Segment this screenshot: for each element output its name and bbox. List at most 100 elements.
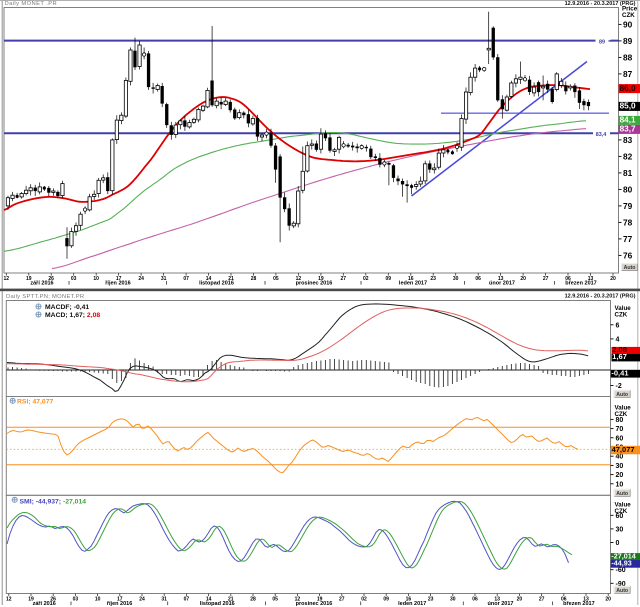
svg-text:17: 17 bbox=[117, 596, 123, 602]
svg-text:30: 30 bbox=[616, 463, 624, 470]
svg-text:05: 05 bbox=[273, 276, 279, 282]
svg-text:28: 28 bbox=[250, 596, 256, 602]
svg-text:24: 24 bbox=[139, 596, 145, 602]
svg-text:RSI; 47,077: RSI; 47,077 bbox=[17, 398, 53, 405]
svg-text:únor 2017: únor 2017 bbox=[488, 601, 514, 607]
svg-text:Price: Price bbox=[622, 6, 638, 13]
svg-text:Value: Value bbox=[615, 405, 632, 412]
svg-text:70: 70 bbox=[616, 426, 624, 433]
svg-text:12: 12 bbox=[296, 276, 302, 282]
svg-text:27: 27 bbox=[539, 596, 545, 602]
svg-text:83,4: 83,4 bbox=[596, 132, 607, 138]
svg-text:SMI; -44,937; -27,014: SMI; -44,937; -27,014 bbox=[20, 499, 87, 506]
svg-text:Daily SPTT.PN; MONET.PR: Daily SPTT.PN; MONET.PR bbox=[6, 294, 84, 300]
svg-text:06: 06 bbox=[472, 596, 478, 602]
svg-text:říjen 2016: říjen 2016 bbox=[105, 281, 130, 287]
svg-text:-90: -90 bbox=[616, 581, 626, 588]
svg-text:13: 13 bbox=[494, 596, 500, 602]
svg-text:17: 17 bbox=[116, 276, 122, 282]
svg-text:31: 31 bbox=[161, 596, 167, 602]
svg-text:85,0: 85,0 bbox=[620, 102, 636, 111]
svg-text:19: 19 bbox=[318, 276, 324, 282]
svg-text:Value: Value bbox=[615, 502, 632, 509]
svg-text:14: 14 bbox=[206, 596, 212, 602]
svg-text:Auto: Auto bbox=[616, 392, 628, 398]
svg-text:30: 30 bbox=[453, 276, 459, 282]
svg-text:16: 16 bbox=[406, 596, 412, 602]
svg-text:77: 77 bbox=[623, 234, 633, 244]
svg-text:06: 06 bbox=[565, 276, 571, 282]
svg-text:89: 89 bbox=[623, 36, 633, 46]
svg-text:10: 10 bbox=[95, 596, 101, 602]
svg-text:-2: -2 bbox=[616, 383, 622, 390]
svg-text:80: 80 bbox=[616, 417, 624, 424]
svg-text:80: 80 bbox=[623, 184, 633, 194]
svg-text:12: 12 bbox=[6, 596, 12, 602]
svg-text:CZK: CZK bbox=[615, 411, 628, 418]
svg-text:87: 87 bbox=[623, 69, 633, 79]
svg-text:CZK: CZK bbox=[622, 12, 635, 19]
svg-text:19: 19 bbox=[26, 276, 32, 282]
svg-text:09: 09 bbox=[386, 276, 392, 282]
svg-text:10: 10 bbox=[616, 481, 624, 488]
svg-text:28: 28 bbox=[251, 276, 257, 282]
svg-text:60: 60 bbox=[616, 513, 624, 520]
svg-text:2,08: 2,08 bbox=[612, 345, 627, 354]
svg-text:21: 21 bbox=[228, 276, 234, 282]
svg-text:23: 23 bbox=[430, 276, 436, 282]
svg-text:MACDF; -0,41: MACDF; -0,41 bbox=[45, 304, 89, 311]
svg-text:CZK: CZK bbox=[615, 311, 628, 318]
svg-text:19: 19 bbox=[28, 596, 34, 602]
svg-text:6: 6 bbox=[616, 322, 620, 329]
svg-text:06: 06 bbox=[561, 596, 567, 602]
svg-text:83: 83 bbox=[623, 135, 633, 145]
svg-text:0: 0 bbox=[616, 540, 620, 547]
svg-text:12: 12 bbox=[295, 596, 301, 602]
svg-text:září 2016: září 2016 bbox=[30, 281, 53, 287]
svg-text:-44,93: -44,93 bbox=[611, 559, 631, 568]
svg-text:24: 24 bbox=[138, 276, 144, 282]
svg-text:-60: -60 bbox=[616, 567, 626, 574]
svg-text:89: 89 bbox=[599, 39, 605, 45]
svg-text:05: 05 bbox=[272, 596, 278, 602]
svg-text:03: 03 bbox=[71, 276, 77, 282]
svg-text:02: 02 bbox=[363, 276, 369, 282]
svg-text:listopad 2016: listopad 2016 bbox=[200, 601, 235, 607]
svg-text:26: 26 bbox=[50, 596, 56, 602]
svg-text:30: 30 bbox=[616, 526, 624, 533]
svg-text:prosinec 2016: prosinec 2016 bbox=[296, 281, 333, 287]
svg-text:20: 20 bbox=[610, 276, 616, 282]
svg-text:09: 09 bbox=[383, 596, 389, 602]
svg-text:21: 21 bbox=[228, 596, 234, 602]
svg-text:16: 16 bbox=[408, 276, 414, 282]
svg-text:listopad 2016: listopad 2016 bbox=[199, 281, 234, 287]
svg-text:12.9.2016 - 20.3.2017 (PRG): 12.9.2016 - 20.3.2017 (PRG) bbox=[565, 1, 636, 7]
svg-text:03: 03 bbox=[73, 596, 79, 602]
svg-text:40: 40 bbox=[616, 454, 624, 461]
svg-text:Value: Value bbox=[615, 305, 632, 312]
svg-text:20: 20 bbox=[520, 276, 526, 282]
svg-text:13: 13 bbox=[588, 276, 594, 282]
svg-text:23: 23 bbox=[428, 596, 434, 602]
svg-text:12: 12 bbox=[4, 276, 10, 282]
svg-text:47,077: 47,077 bbox=[612, 445, 635, 454]
svg-text:78: 78 bbox=[623, 217, 633, 227]
svg-text:leden 2017: leden 2017 bbox=[398, 601, 426, 607]
svg-text:81: 81 bbox=[623, 168, 633, 178]
svg-text:CZK: CZK bbox=[615, 508, 628, 515]
svg-text:06: 06 bbox=[475, 276, 481, 282]
svg-text:84,1: 84,1 bbox=[620, 116, 636, 125]
svg-text:30: 30 bbox=[450, 596, 456, 602]
svg-text:07: 07 bbox=[184, 596, 190, 602]
svg-text:září 2016: září 2016 bbox=[33, 601, 56, 607]
svg-text:MACD; 1,67; 2,08: MACD; 1,67; 2,08 bbox=[45, 312, 100, 319]
svg-text:13: 13 bbox=[498, 276, 504, 282]
svg-text:prosinec 2016: prosinec 2016 bbox=[296, 601, 333, 607]
svg-text:90: 90 bbox=[623, 19, 633, 29]
svg-text:12.9.2016 - 20.3.2017 (PRG): 12.9.2016 - 20.3.2017 (PRG) bbox=[565, 293, 636, 299]
svg-text:1,67: 1,67 bbox=[612, 352, 627, 361]
svg-text:82: 82 bbox=[623, 151, 633, 161]
svg-text:Auto: Auto bbox=[624, 265, 636, 271]
svg-text:86,0: 86,0 bbox=[620, 84, 636, 93]
svg-text:Auto: Auto bbox=[616, 588, 628, 594]
